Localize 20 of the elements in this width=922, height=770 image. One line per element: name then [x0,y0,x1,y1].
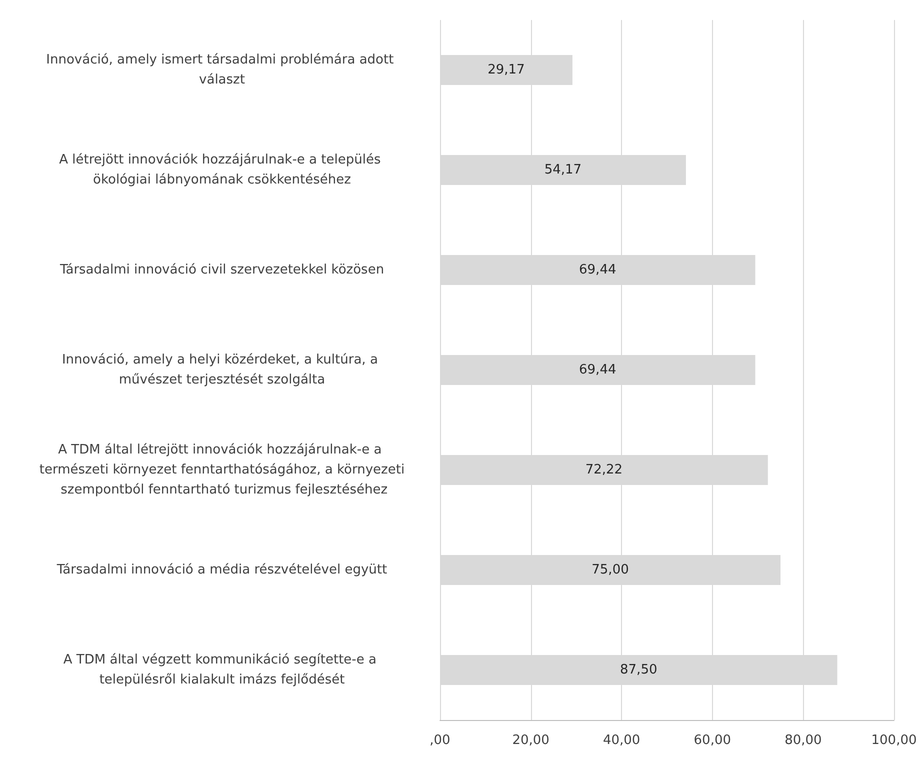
x-tick-label: 80,00 [784,733,822,748]
y-tick-label: A létrejött innovációk hozzájárulnak-e a település ökológiai lábnyomának csökkentéséhez [59,152,385,188]
y-tick-label: Innováció, amely ismert társadalmi problémára adott választ [46,52,398,88]
x-tick-label: 60,00 [694,733,732,748]
y-tick-label: A TDM által létrejött innovációk hozzájárulnak-e a természeti környezet fenntarthatóságához, a környezeti szempontból fenntartható turizmus fejlesztéséhez [39,442,405,498]
y-tick-label: A TDM által végzett kommunikáció segítette-e a településről kialakult imázs fejlődését [63,652,381,688]
data-label: 72,22 [585,462,623,478]
y-tick-label: Társadalmi innováció a média részvételével együtt [56,562,388,578]
data-label: 69,44 [579,262,616,278]
x-tick-label: 40,00 [602,733,640,748]
x-tick-label: 100,00 [871,733,917,748]
y-tick-label: Innováció, amely a helyi közérdeket, a kultúra, a művészet terjesztését szolgálta [62,352,382,388]
data-label: 54,17 [544,162,582,178]
data-label: 75,00 [592,562,629,578]
y-tick-label: Társadalmi innováció civil szervezetekkel közösen [58,262,384,278]
data-label: 87,50 [620,662,658,678]
x-tick-label: ,00 [430,733,450,748]
data-label: 29,17 [488,62,525,78]
x-tick-label: 20,00 [512,733,550,748]
data-label: 69,44 [579,362,616,378]
